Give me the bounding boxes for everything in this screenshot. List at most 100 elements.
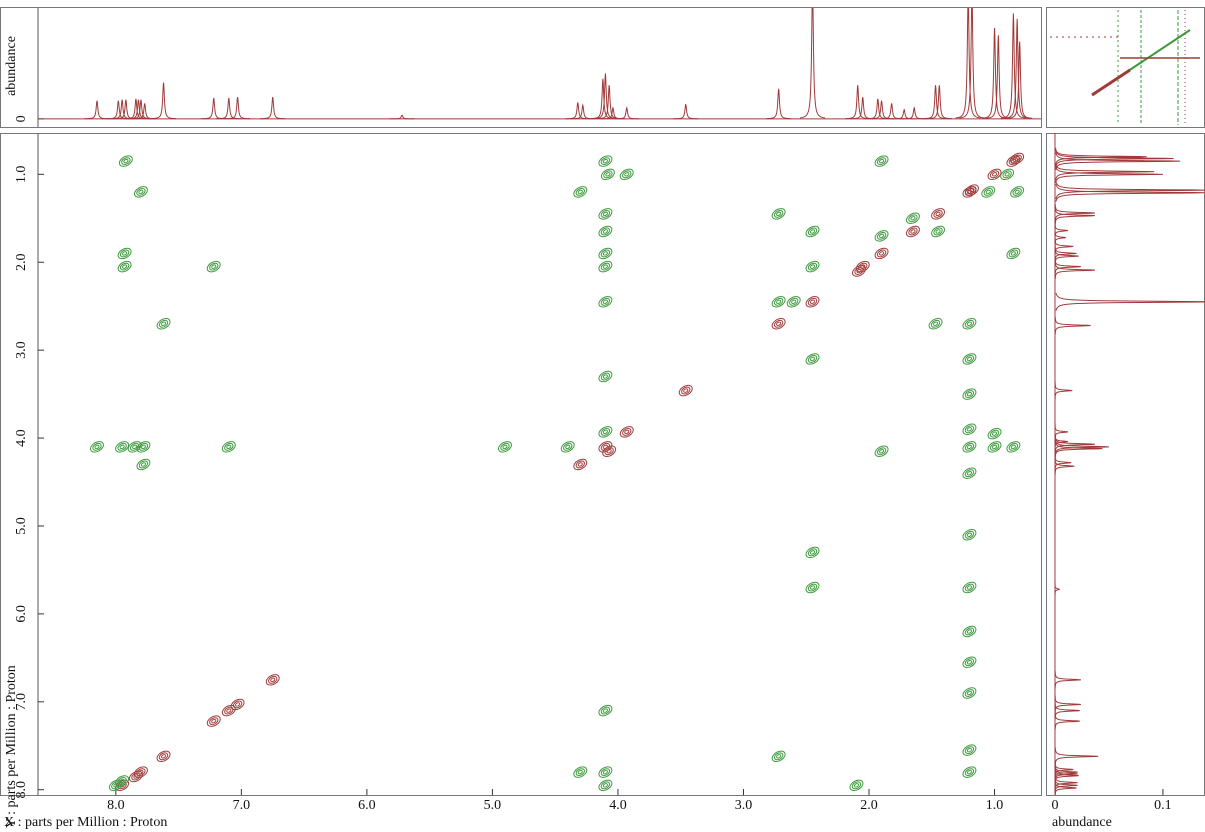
cross-peak [89, 796, 106, 811]
contour-ring [265, 674, 280, 686]
contour-ring [624, 429, 630, 435]
cross-peak [805, 581, 820, 594]
contour-ring [966, 747, 972, 753]
contour-ring [967, 801, 972, 806]
contour-ring [270, 677, 276, 683]
contour-ring [879, 449, 885, 454]
cross-peak [962, 656, 977, 668]
contour-ring [211, 718, 217, 724]
cross-peak [573, 766, 588, 778]
cross-peak [619, 168, 634, 181]
contour-ring [133, 186, 148, 198]
spectrum-peak [1054, 381, 1073, 400]
contour-ring [598, 208, 613, 220]
contour-ring [573, 458, 588, 471]
contour-ring [1008, 157, 1019, 166]
contour-ring [879, 251, 885, 256]
contour-ring [602, 374, 608, 379]
contour-ring [966, 189, 972, 195]
contour-ring [206, 715, 221, 727]
contour-ring [876, 231, 887, 240]
contour-ring [575, 460, 585, 469]
contour-ring [771, 750, 786, 763]
contour-ring [136, 441, 151, 453]
spectrum-peak [1054, 228, 1066, 247]
y-tick-label: 8.0 [14, 781, 29, 799]
x-axis-label: X : parts per Million : Proton [4, 815, 167, 830]
contour-ring [115, 441, 130, 453]
cross-peak [128, 770, 143, 783]
cross-peak [805, 353, 820, 365]
cross-peak [619, 426, 634, 438]
contour-ring [776, 299, 782, 304]
y-tick-label: 1.0 [14, 166, 29, 184]
spectrum-peak [565, 102, 591, 120]
contour-ring [121, 157, 131, 166]
contour-ring [964, 627, 975, 636]
contour-ring [809, 264, 816, 269]
contour-ring [600, 227, 611, 236]
cross-peak [206, 715, 221, 727]
cross-peak [136, 458, 151, 471]
cross-peak [206, 260, 221, 273]
contour-ring [605, 172, 611, 177]
cross-peak [573, 458, 588, 471]
spectrum-peak [1054, 712, 1080, 730]
contour-ring [577, 462, 583, 467]
contour-ring [809, 229, 816, 234]
contour-ring [1012, 187, 1022, 196]
contour-ring [602, 708, 608, 713]
cross-peak [498, 441, 512, 453]
cross-peak [805, 546, 820, 559]
spectrum-peak [1055, 292, 1205, 311]
cross-peak [115, 441, 130, 453]
contour-ring [92, 798, 103, 808]
spectrum-peak [1054, 261, 1095, 279]
contour-ring [602, 229, 608, 234]
contour-ring [1006, 155, 1021, 167]
contour-ring [600, 157, 611, 166]
contour-ring [211, 264, 217, 269]
contour-ring [565, 444, 571, 450]
x-tick-label: 8.0 [107, 798, 125, 813]
contour-ring [962, 467, 977, 479]
contour-ring [117, 776, 127, 785]
cross-peak [874, 247, 889, 260]
cross-peak [987, 427, 1002, 440]
contour-ring [119, 778, 125, 784]
cross-peak [598, 779, 613, 792]
contour-ring [966, 444, 972, 450]
contour-ring [992, 431, 998, 436]
contour-ring [232, 700, 243, 709]
contour-ring [602, 769, 608, 775]
spectrum-peak [216, 97, 242, 120]
contour-ring [235, 702, 241, 707]
cross-peak [962, 625, 977, 638]
spectrum-peak [1054, 206, 1095, 225]
contour-ring [681, 386, 691, 395]
contour-ring [226, 708, 232, 713]
contour-ring [964, 355, 975, 363]
contour-ring [115, 775, 130, 787]
contour-ring [966, 629, 972, 634]
contour-ring [119, 444, 125, 450]
contour-ring [853, 783, 860, 788]
x-tick-label: 5.0 [484, 798, 502, 813]
contour-ring [933, 321, 939, 326]
contour-ring [807, 583, 818, 592]
contour-ring [805, 353, 820, 365]
contour-ring [600, 249, 611, 258]
spectrum-peak [1000, 13, 1026, 119]
spectrum-peak [959, 8, 985, 119]
cross-peak [805, 225, 820, 238]
spectrum-peak [109, 99, 135, 120]
contour-ring [981, 186, 996, 198]
contour-ring [964, 658, 975, 667]
contour-ring [962, 625, 977, 638]
contour-ring [854, 267, 864, 275]
contour-ring [966, 321, 972, 326]
spectrum-layer [38, 8, 1041, 120]
contour-ring [771, 208, 786, 220]
cross-peak [598, 225, 613, 238]
cross-peak [962, 687, 977, 699]
